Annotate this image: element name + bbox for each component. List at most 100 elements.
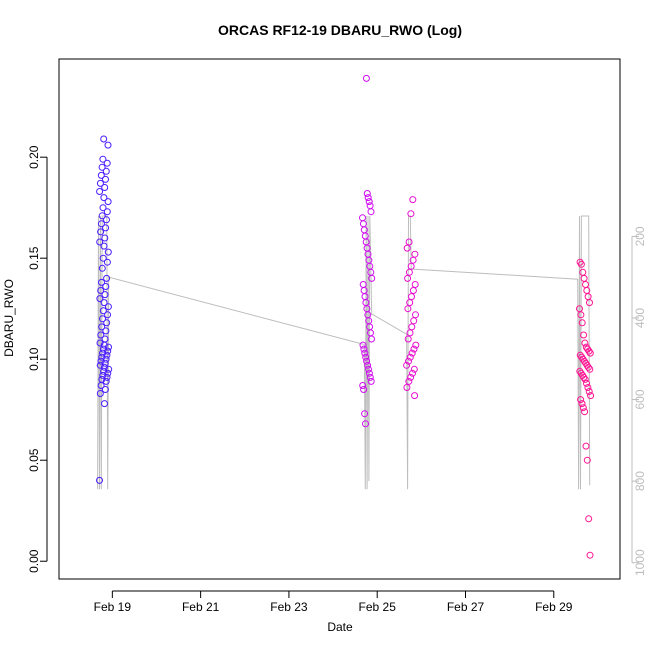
y-tick-label: 0.00: [27, 549, 41, 573]
data-point: [99, 315, 106, 323]
data-point: [96, 179, 104, 187]
x-axis-label: Date: [327, 620, 353, 634]
data-point: [103, 159, 111, 167]
data-point: [367, 377, 375, 385]
data-point: [577, 369, 585, 377]
data-point: [102, 377, 110, 385]
data-point: [96, 238, 104, 246]
x-tick-label: Feb 27: [447, 600, 485, 614]
data-point: [97, 331, 105, 339]
data-point: [404, 305, 412, 313]
data-point: [104, 369, 112, 377]
data-point: [405, 238, 413, 246]
data-point: [103, 274, 111, 282]
data-point: [100, 363, 108, 371]
data-point: [584, 345, 592, 353]
data-point: [408, 293, 415, 301]
data-point: [99, 204, 107, 212]
data-point: [104, 141, 112, 149]
data-point: [587, 392, 595, 400]
right-axis: 200 400 600 800 1000: [631, 226, 647, 576]
data-point: [97, 220, 105, 228]
data-point: [366, 373, 374, 381]
data-point: [580, 331, 588, 339]
data-point: [366, 202, 374, 210]
data-point: [411, 392, 419, 400]
data-point: [576, 351, 584, 359]
x-tick-label: Feb 19: [94, 600, 132, 614]
data-point: [104, 347, 112, 355]
data-point: [362, 353, 370, 361]
data-point: [581, 408, 589, 416]
data-point: [405, 357, 412, 365]
data-point: [578, 319, 586, 327]
data-point: [104, 311, 112, 319]
data-point: [361, 293, 369, 301]
data-point: [411, 281, 419, 288]
data-point: [103, 319, 111, 327]
data-point: [102, 355, 110, 363]
y-tick-label: 0.05: [27, 448, 41, 472]
data-point: [101, 400, 108, 408]
data-point: [101, 359, 109, 367]
y-axis-label: DBARU_RWO: [2, 279, 16, 357]
data-point: [582, 343, 590, 351]
y-tick-label: 0.10: [27, 347, 41, 371]
data-point: [364, 194, 372, 202]
data-point: [406, 299, 414, 307]
data-point: [576, 305, 583, 313]
data-point: [99, 307, 107, 315]
data-point: [586, 551, 594, 559]
data-point: [96, 390, 104, 397]
y-axis: 0.00 0.05 0.10 0.15 0.20: [27, 145, 48, 573]
data-point: [365, 369, 373, 377]
data-point: [102, 175, 109, 183]
data-point: [103, 373, 111, 381]
data-point: [101, 386, 109, 393]
data-point: [411, 250, 419, 258]
data-point: [361, 349, 369, 357]
data-point: [102, 167, 110, 175]
data-point: [584, 384, 592, 391]
data-point: [364, 361, 372, 369]
data-point: [409, 369, 416, 377]
y-tick-label: 0.15: [27, 246, 41, 270]
data-point: [363, 190, 371, 197]
x-tick-label: Feb 29: [535, 600, 573, 614]
data-point: [360, 345, 368, 353]
data-point: [403, 244, 411, 252]
data-point: [99, 254, 107, 262]
data-point: [103, 216, 110, 224]
data-point: [576, 258, 584, 266]
data-point: [408, 323, 416, 331]
data-point: [408, 349, 416, 357]
data-point: [410, 317, 418, 325]
data-point: [405, 377, 413, 385]
data-point: [103, 351, 111, 359]
data-point: [96, 339, 104, 347]
data-point: [582, 442, 590, 450]
data-point: [101, 184, 109, 191]
data-point: [582, 281, 589, 288]
data-point: [100, 194, 108, 202]
data-point: [96, 295, 104, 303]
data-point: [360, 386, 368, 393]
right-tick-label: 600: [633, 389, 647, 409]
data-point: [359, 341, 367, 349]
data-point: [101, 234, 109, 242]
data-point: [96, 188, 104, 195]
right-tick-label: 400: [633, 308, 647, 328]
data-point: [362, 420, 369, 428]
data-point: [98, 264, 106, 272]
data-point: [404, 274, 412, 282]
data-point: [361, 232, 369, 240]
data-point: [407, 262, 415, 270]
data-point: [412, 311, 419, 319]
x-axis: Feb 19 Feb 21 Feb 23 Feb 25 Feb 27 Feb 29: [94, 590, 573, 614]
x-tick-label: Feb 23: [270, 600, 308, 614]
data-point: [578, 353, 586, 361]
data-point: [100, 135, 108, 143]
data-points: [96, 74, 595, 559]
data-point: [359, 220, 367, 228]
